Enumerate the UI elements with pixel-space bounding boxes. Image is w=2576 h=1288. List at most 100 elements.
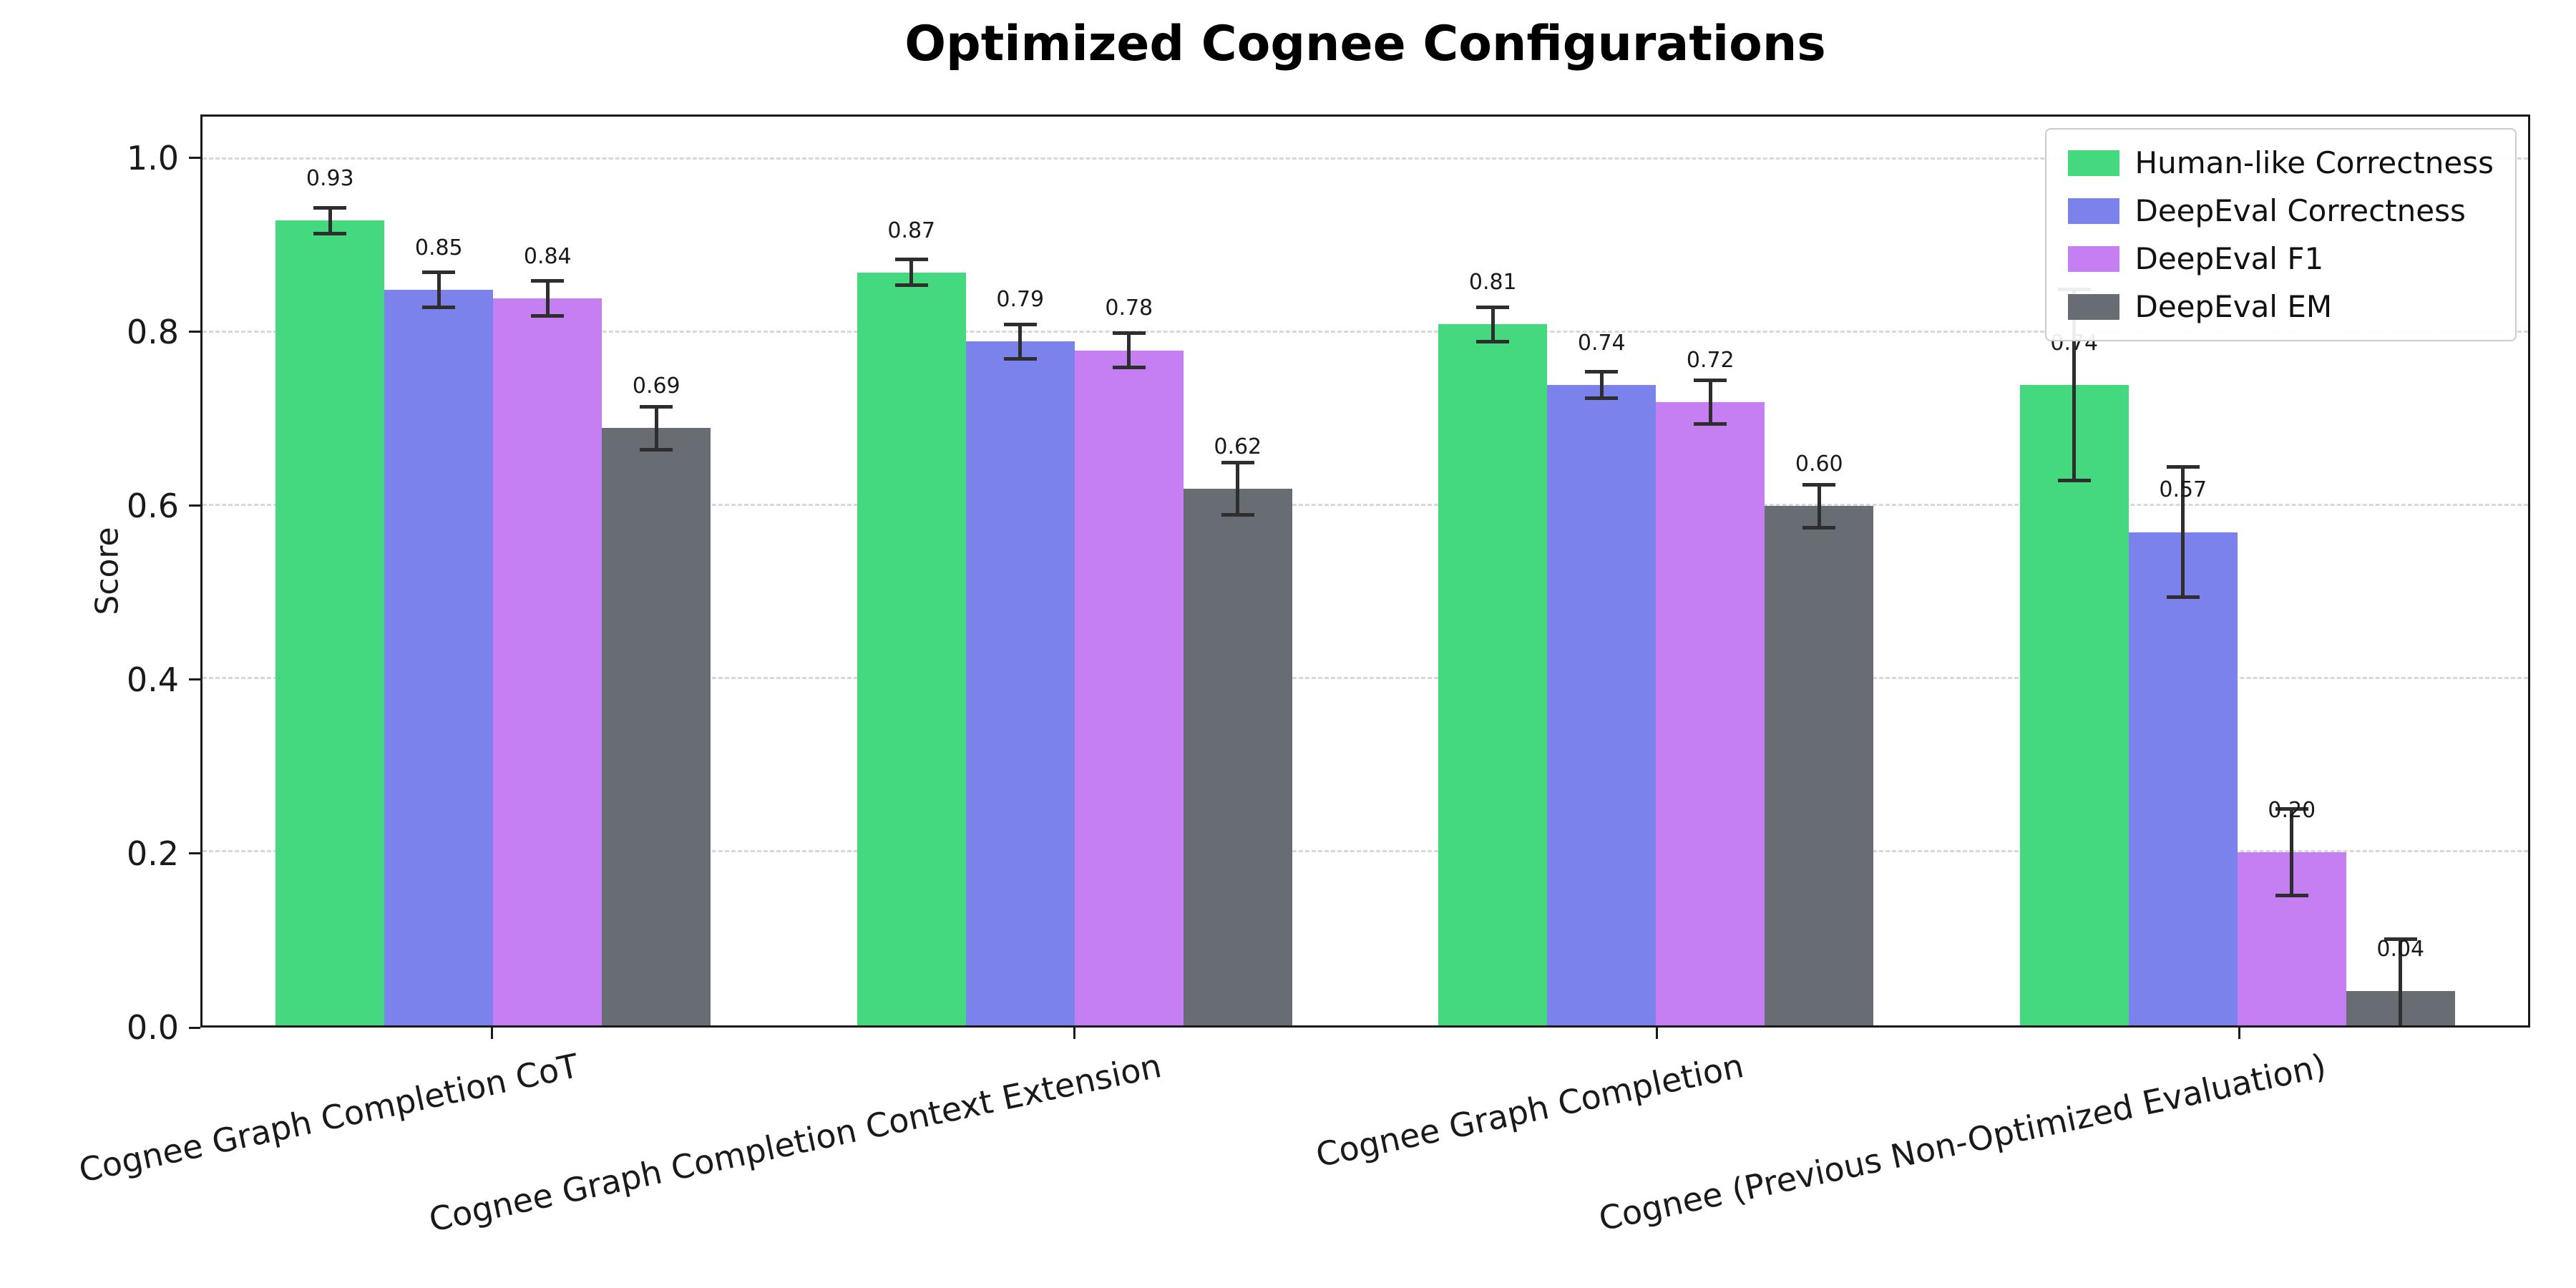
error-bar (654, 406, 658, 450)
error-bar-cap-bottom (1112, 366, 1146, 370)
bar-group: 0.87 0.79 0.78 0.62 (784, 117, 1366, 1025)
error-bar-cap-bottom (2057, 478, 2091, 482)
error-bar (1599, 371, 1604, 399)
legend-label: DeepEval F1 (2135, 241, 2324, 276)
x-tick-mark (2238, 1028, 2240, 1039)
error-bar-cap-bottom (1476, 339, 1510, 343)
x-tick-mark (1073, 1028, 1075, 1039)
bar-value-label: 0.85 (414, 235, 463, 260)
y-tick-label: 1.0 (126, 138, 179, 177)
error-bar (1018, 324, 1023, 359)
y-tick-label: 0.2 (126, 834, 179, 873)
gridline (203, 157, 2528, 160)
legend-swatch (2067, 150, 2119, 176)
bar-slot: 0.04 (2346, 117, 2455, 1025)
y-tick-label: 0.4 (126, 660, 179, 699)
bar-slot: 0.84 (493, 117, 602, 1025)
legend-label: DeepEval Correctness (2135, 193, 2466, 228)
bar (1547, 384, 1657, 1025)
bar (275, 220, 385, 1025)
bar-value-label: 0.20 (2268, 797, 2316, 823)
error-bar (1127, 333, 1131, 368)
legend-item: Human-like Correctness (2067, 145, 2494, 180)
error-bar (2399, 939, 2403, 1025)
error-bar (1817, 484, 1821, 528)
error-bar-cap-top (894, 258, 928, 262)
y-axis-label: Score (89, 527, 126, 615)
y-tick-mark (189, 852, 200, 855)
bar-slot: 0.57 (2128, 117, 2238, 1025)
error-bar-cap-top (422, 270, 456, 275)
bar-group: 0.81 0.74 0.72 0.60 (1365, 117, 1947, 1025)
error-bar (1708, 380, 1712, 424)
bar-value-label: 0.93 (306, 166, 354, 192)
error-bar-cap-bottom (1802, 526, 1836, 530)
y-tick-mark (189, 331, 200, 333)
error-bar-cap-bottom (1221, 512, 1254, 517)
error-bar-cap-bottom (2275, 894, 2308, 898)
error-bar (436, 272, 441, 308)
bar-value-label: 0.87 (887, 218, 936, 243)
bar-value-label: 0.81 (1468, 270, 1517, 296)
error-bar-cap-bottom (640, 448, 673, 452)
bar-slot: 0.79 (965, 117, 1075, 1025)
bar (493, 298, 602, 1025)
bar-value-label: 0.57 (2159, 477, 2207, 503)
bar-value-label: 0.04 (2376, 936, 2425, 962)
bar (2019, 384, 2129, 1025)
error-bar-cap-top (2275, 807, 2308, 811)
legend-item: DeepEval EM (2067, 289, 2494, 324)
gridline (203, 850, 2528, 853)
error-bar-cap-bottom (1003, 357, 1037, 361)
bar-slot: 0.74 (2019, 117, 2129, 1025)
error-bar (1491, 307, 1495, 342)
bar-value-label: 0.79 (996, 287, 1045, 313)
bar-value-label: 0.84 (523, 243, 572, 269)
error-bar-cap-bottom (2166, 595, 2200, 599)
error-bar-cap-bottom (313, 231, 347, 235)
bar-slot: 0.69 (602, 117, 711, 1025)
legend-item: DeepEval Correctness (2067, 193, 2494, 228)
bar-slot: 0.62 (1183, 117, 1292, 1025)
y-tick-mark (189, 1026, 200, 1029)
legend-swatch (2067, 293, 2119, 320)
x-tick-mark (490, 1028, 493, 1039)
gridline (203, 677, 2528, 680)
error-bar (545, 280, 550, 316)
error-bar (909, 259, 914, 286)
legend: Human-like Correctness DeepEval Correctne… (2044, 128, 2517, 341)
bar-slot: 0.85 (384, 117, 494, 1025)
error-bar-cap-bottom (531, 313, 565, 318)
bar (857, 272, 966, 1025)
bar-slot: 0.60 (1765, 117, 1874, 1025)
legend-label: Human-like Correctness (2135, 145, 2494, 180)
bar (2128, 532, 2238, 1025)
y-tick-label: 0.6 (126, 486, 179, 525)
bar (602, 428, 711, 1025)
x-tick-label: Cognee Graph Completion CoT (75, 1046, 582, 1190)
bar-group: 0.74 0.57 0.20 0.04 (1947, 117, 2529, 1025)
bar-value-label: 0.69 (632, 374, 680, 399)
error-bar-cap-bottom (422, 305, 456, 309)
y-tick-mark (189, 678, 200, 681)
error-bar-cap-bottom (1694, 421, 1727, 426)
bar-group: 0.93 0.85 0.84 0.69 (203, 117, 784, 1025)
bar-slot: 0.87 (857, 117, 966, 1025)
bar (1438, 324, 1548, 1025)
error-bar-cap-top (1694, 379, 1727, 383)
error-bar (2072, 289, 2077, 480)
error-bar-cap-bottom (1585, 396, 1619, 400)
gridline (203, 331, 2528, 333)
error-bar-cap-top (2384, 937, 2417, 941)
error-bar-cap-top (531, 279, 565, 283)
error-bar-cap-top (1585, 370, 1619, 374)
error-bar-cap-bottom (894, 283, 928, 288)
x-tick-label: Cognee Graph Completion (1312, 1046, 1747, 1175)
y-tick-label: 0.0 (126, 1008, 179, 1047)
error-bar-cap-top (1003, 322, 1037, 326)
error-bar-cap-top (1221, 461, 1254, 465)
error-bar (2290, 809, 2294, 896)
plot-area: 0.93 0.85 0.84 0.69 0.87 0.79 0.78 0.62 0.81 0.74… (200, 114, 2530, 1028)
error-bar-cap-top (313, 205, 347, 210)
